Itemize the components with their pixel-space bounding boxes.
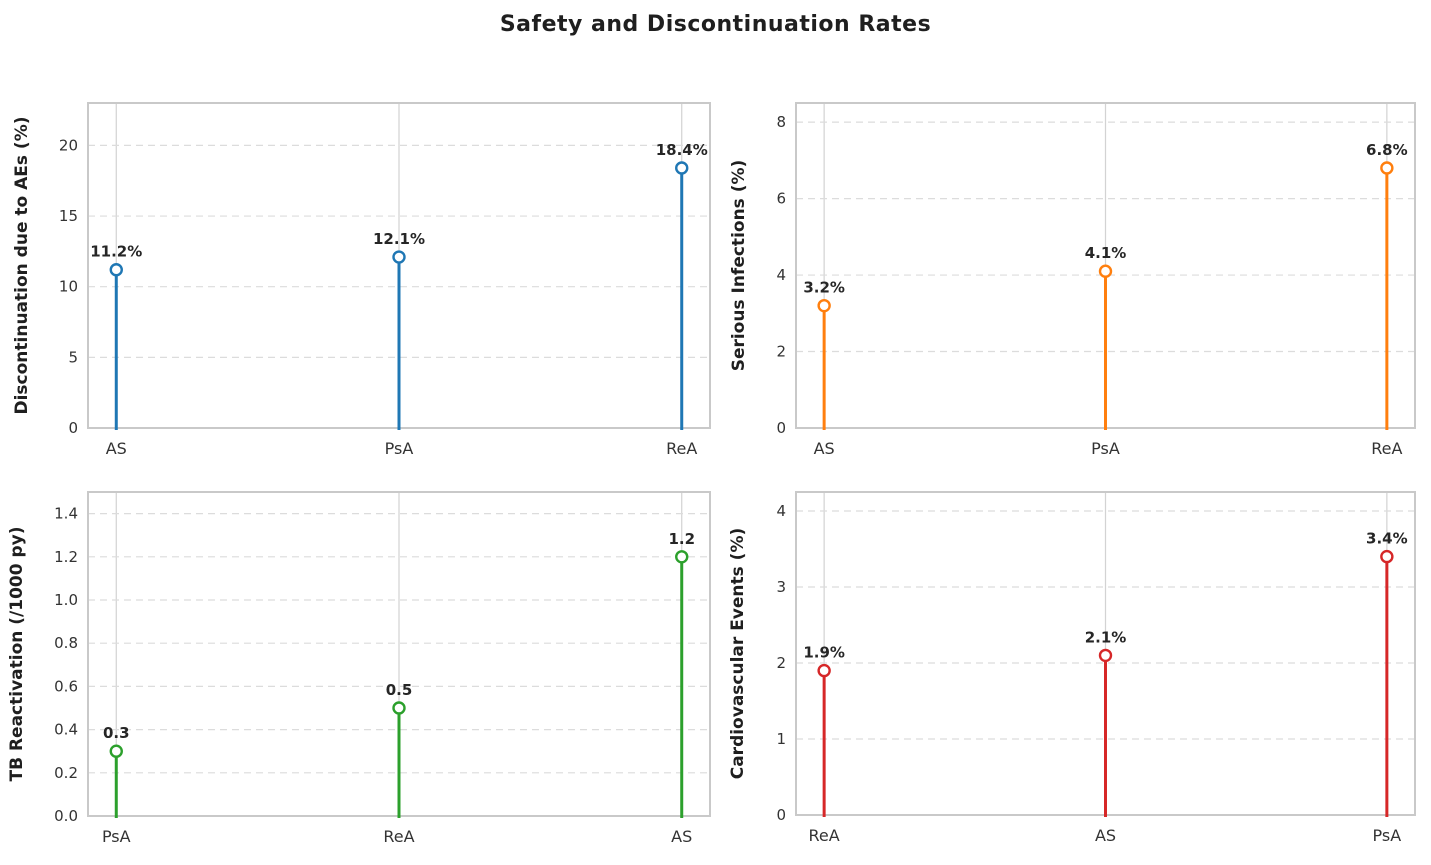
- y-tick-label: 1: [776, 730, 786, 748]
- data-point-marker: [109, 263, 123, 277]
- y-tick-label: 0.0: [54, 807, 78, 825]
- y-tick-label: 2: [776, 343, 786, 361]
- data-point-marker: [109, 744, 123, 758]
- x-tick-label: PsA: [1373, 826, 1402, 845]
- data-point-marker: [1098, 264, 1113, 278]
- x-tick-label: AS: [814, 439, 835, 458]
- y-tick-label: 0.6: [54, 677, 78, 695]
- y-tick-label: 15: [59, 207, 78, 225]
- y-axis-label: Serious Infections (%): [729, 160, 749, 372]
- x-tick-label: AS: [1095, 826, 1116, 845]
- x-tick-label: PsA: [385, 439, 414, 458]
- point-label: 2.1%: [1085, 628, 1127, 646]
- x-tick-label: AS: [106, 439, 127, 458]
- panel-top-left: 11.2% 12.1% 18.4% 0 5 10 15 20 AS PsA ReA Discontin…: [12, 102, 711, 458]
- x-tick-label: AS: [671, 827, 692, 846]
- panel-bottom-left: 0.3 0.5 1.2 0.0 0.2 0.4 0.6 0.8 1.0 1.2 1.4 PsA ReA A…: [7, 491, 711, 846]
- point-label: 0.5: [386, 681, 413, 699]
- point-label: 18.4%: [656, 141, 708, 159]
- panel-top-right: 3.2% 4.1% 6.8% 0 2 4 6 8 AS PsA ReA Serious Infecti…: [729, 102, 1416, 458]
- point-label: 3.4%: [1366, 530, 1408, 548]
- point-label: 6.8%: [1366, 141, 1408, 159]
- figure-title: Safety and Discontinuation Rates: [499, 12, 932, 37]
- point-label: 3.2%: [803, 279, 845, 297]
- y-tick-label: 1.0: [54, 591, 78, 609]
- x-tick-label: ReA: [809, 826, 840, 845]
- y-axis-label: Cardiovascular Events (%): [728, 528, 748, 780]
- y-tick-label: 0: [776, 419, 786, 437]
- data-point-marker: [1098, 648, 1113, 663]
- point-label: 1.9%: [803, 644, 845, 662]
- y-tick-label: 5: [68, 348, 78, 366]
- y-axis-label: TB Reactivation (/1000 py): [7, 526, 27, 781]
- point-label: 0.3: [103, 724, 130, 742]
- x-tick-label: PsA: [1091, 439, 1120, 458]
- y-tick-label: 0: [68, 419, 78, 437]
- y-tick-label: 4: [776, 502, 786, 520]
- y-tick-label: 6: [776, 190, 786, 208]
- point-label: 12.1%: [373, 230, 425, 248]
- y-tick-label: 3: [776, 578, 786, 596]
- y-tick-label: 0.8: [54, 634, 78, 652]
- y-tick-label: 4: [776, 266, 786, 284]
- data-point-marker: [392, 250, 406, 264]
- data-point-marker: [675, 550, 689, 564]
- point-label: 11.2%: [90, 243, 142, 261]
- x-tick-label: PsA: [102, 827, 131, 846]
- y-tick-label: 1.2: [54, 548, 78, 566]
- data-point-marker: [1380, 549, 1394, 564]
- y-tick-label: 2: [776, 654, 786, 672]
- x-tick-label: ReA: [383, 827, 414, 846]
- y-tick-label: 10: [59, 278, 78, 296]
- y-tick-label: 1.4: [54, 505, 78, 523]
- y-axis-label: Discontinuation due to AEs (%): [12, 116, 32, 414]
- data-point-marker: [392, 701, 406, 715]
- data-point-marker: [1380, 161, 1394, 175]
- data-point-marker: [675, 161, 689, 175]
- y-tick-label: 20: [59, 136, 78, 154]
- data-point-marker: [817, 663, 831, 678]
- data-point-marker: [817, 298, 831, 313]
- point-label: 1.2: [668, 530, 695, 548]
- x-tick-label: ReA: [1371, 439, 1402, 458]
- x-tick-label: ReA: [666, 439, 697, 458]
- panel-bottom-right: 1.9% 2.1% 3.4% 0 1 2 3 4 ReA AS PsA Cardiovascular …: [728, 491, 1416, 845]
- point-label: 4.1%: [1085, 244, 1127, 262]
- y-tick-label: 0.4: [54, 721, 78, 739]
- y-tick-label: 8: [776, 113, 786, 131]
- y-tick-label: 0.2: [54, 764, 78, 782]
- y-tick-label: 0: [776, 806, 786, 824]
